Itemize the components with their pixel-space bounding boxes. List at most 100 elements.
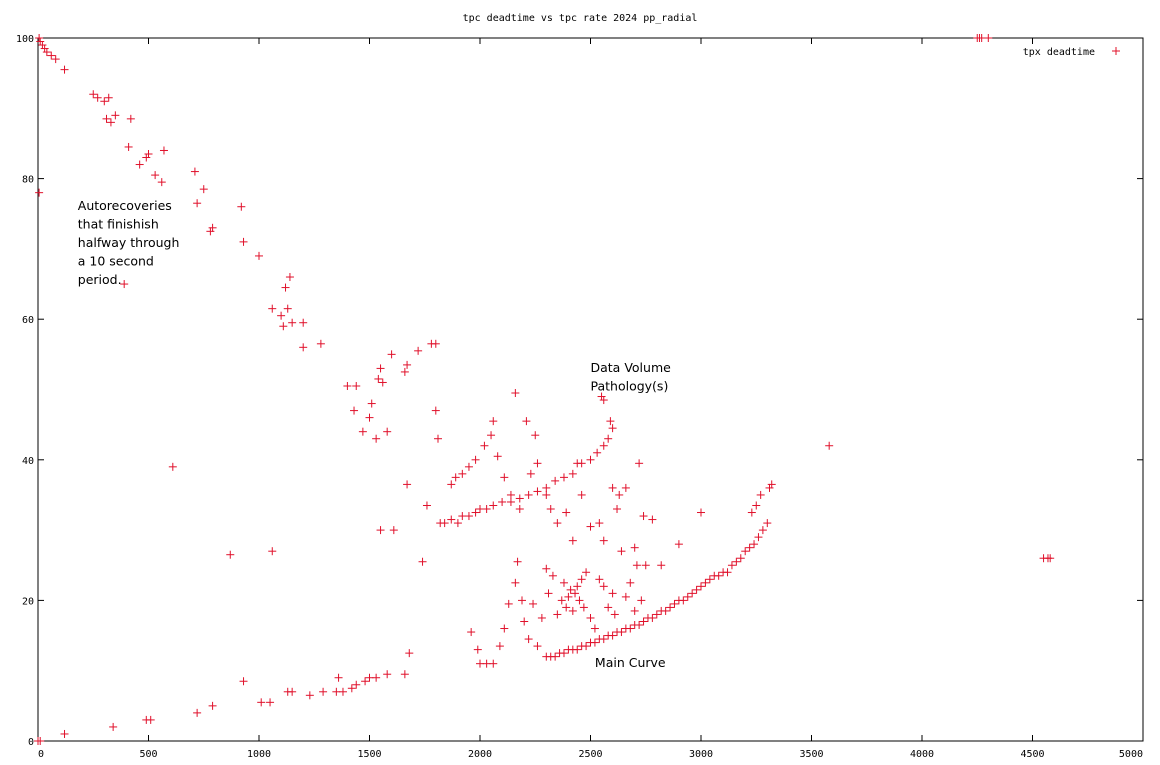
data-point (639, 512, 648, 521)
data-point (533, 642, 542, 651)
data-point (750, 540, 759, 549)
data-point (657, 561, 666, 570)
data-point (630, 543, 639, 552)
data-point (542, 564, 551, 573)
legend-marker-plus (1112, 47, 1120, 55)
data-point (666, 603, 675, 612)
data-point (431, 406, 440, 415)
data-point (758, 526, 767, 535)
data-point (573, 645, 582, 654)
data-point (464, 512, 473, 521)
data-point (102, 114, 111, 123)
data-point (606, 417, 615, 426)
data-point (546, 505, 555, 514)
data-point (765, 483, 774, 492)
data-point (559, 578, 568, 587)
x-tick-label: 3500 (799, 749, 823, 760)
data-point (400, 367, 409, 376)
data-point (568, 606, 577, 615)
data-point (697, 582, 705, 591)
data-point (378, 378, 387, 387)
data-point (701, 578, 710, 587)
data-point (506, 490, 515, 499)
data-point (604, 434, 613, 443)
data-point (42, 48, 51, 57)
data-point (268, 547, 277, 556)
data-point (533, 459, 542, 468)
data-point (89, 90, 98, 99)
data-point (577, 575, 586, 584)
data-point (575, 596, 584, 605)
data-point (361, 677, 370, 686)
data-point (288, 318, 297, 327)
data-point (206, 227, 215, 236)
data-point (489, 659, 498, 668)
data-point (635, 459, 644, 468)
data-point (367, 399, 376, 408)
data-point (727, 561, 736, 570)
x-tick-label: 2500 (578, 749, 602, 760)
data-point (613, 505, 622, 514)
data-point (60, 65, 69, 74)
y-tick-label: 40 (22, 456, 34, 467)
legend-label: tpx deadtime (1023, 47, 1095, 58)
data-point (754, 533, 763, 542)
data-point (383, 670, 392, 679)
data-point (511, 578, 520, 587)
data-point (568, 469, 577, 478)
data-point (621, 592, 630, 601)
data-point (599, 396, 608, 405)
data-point (471, 508, 480, 517)
data-point (723, 568, 732, 577)
data-point (93, 93, 102, 102)
x-tick-label: 3000 (689, 749, 713, 760)
data-point (522, 417, 531, 426)
data-point (515, 505, 524, 514)
data-point (120, 280, 129, 289)
data-point (736, 554, 745, 563)
data-point (506, 497, 515, 506)
data-point (277, 311, 286, 320)
legend-marker (1112, 47, 1120, 55)
data-point (387, 350, 396, 359)
data-point (752, 501, 761, 510)
data-point (144, 149, 153, 158)
data-point (608, 631, 617, 640)
data-point (590, 624, 599, 633)
data-point (599, 536, 608, 545)
data-point (679, 596, 688, 605)
data-point (825, 441, 834, 450)
data-point (674, 540, 683, 549)
data-point (268, 304, 277, 313)
data-point (626, 624, 635, 633)
data-point (168, 462, 177, 471)
data-point (283, 304, 292, 313)
data-point (515, 494, 524, 503)
data-point (542, 483, 551, 492)
data-point (159, 146, 168, 155)
data-point (376, 526, 385, 535)
x-tick-label: 0 (38, 749, 44, 760)
data-point (582, 568, 591, 577)
data-point (40, 44, 49, 53)
data-point (599, 582, 608, 591)
data-point (661, 606, 670, 615)
data-point (36, 37, 45, 46)
data-point (551, 652, 560, 661)
data-point (573, 459, 582, 468)
data-point (239, 677, 248, 686)
data-point (343, 381, 352, 390)
data-point (403, 360, 412, 369)
data-point (111, 111, 120, 120)
data-point (617, 547, 626, 556)
data-point (190, 167, 199, 176)
data-point (590, 638, 599, 647)
data-point (571, 589, 580, 598)
data-point (126, 114, 135, 123)
data-point (440, 519, 449, 528)
data-point (714, 571, 723, 580)
data-point (639, 617, 648, 626)
data-point (208, 223, 217, 232)
data-point (124, 142, 133, 151)
data-point (471, 455, 480, 464)
